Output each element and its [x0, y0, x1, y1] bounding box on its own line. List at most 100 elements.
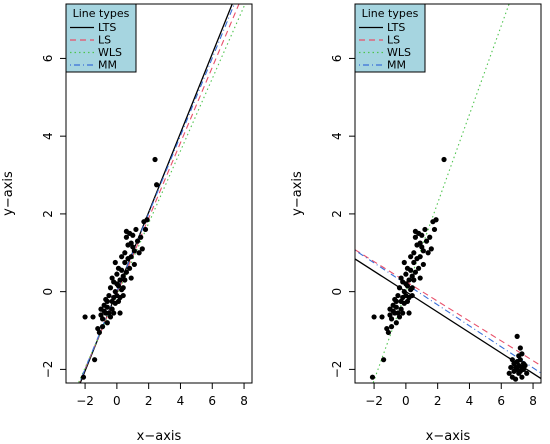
data-point: [122, 277, 128, 283]
legend-title: Line types: [73, 7, 130, 20]
data-point: [419, 232, 425, 238]
data-point: [120, 273, 126, 279]
data-point: [106, 310, 112, 316]
data-point: [417, 240, 423, 246]
data-point: [395, 310, 401, 316]
legend-entry-mm: MM: [98, 59, 117, 72]
regression-line-ls: [355, 249, 541, 367]
data-points: [369, 156, 530, 382]
data-points: [80, 156, 160, 380]
data-point: [398, 306, 404, 312]
data-point: [92, 357, 98, 363]
legend-entry-lts: LTS: [387, 21, 405, 34]
data-point: [106, 292, 112, 299]
data-point: [506, 370, 512, 376]
data-point: [107, 314, 114, 320]
data-point: [427, 234, 433, 240]
legend-title: Line types: [362, 7, 419, 20]
data-point: [400, 310, 406, 316]
data-point: [139, 246, 145, 252]
y-tick-label: 4: [330, 132, 344, 140]
data-point: [111, 310, 117, 316]
data-point: [152, 156, 158, 163]
x-tick-label: 6: [497, 394, 505, 408]
data-point: [411, 259, 417, 266]
data-point: [408, 267, 414, 273]
data-point: [393, 304, 399, 310]
data-point: [422, 226, 428, 233]
x-tick-label: 4: [177, 394, 185, 408]
chart-panel-2: −2 0 2 4 6 8 −2 0 2 4 6 x−axis y−axis Line typesLTSLS…: [290, 3, 542, 444]
data-point: [128, 254, 134, 260]
y-tick-label: −2: [41, 361, 55, 379]
data-point: [512, 376, 519, 382]
data-point: [517, 357, 523, 363]
data-point: [142, 226, 149, 233]
data-point: [138, 234, 144, 240]
regression-line-wls: [372, 4, 510, 383]
data-point: [385, 329, 391, 336]
data-point: [123, 228, 130, 234]
y-tick-label: 2: [330, 210, 344, 218]
data-point: [419, 244, 425, 250]
y-tick-label: −2: [330, 361, 344, 379]
data-point: [123, 234, 130, 240]
data-point: [412, 228, 419, 234]
data-point: [441, 156, 447, 163]
data-point: [388, 316, 395, 322]
data-point: [104, 320, 110, 326]
data-point: [120, 292, 126, 299]
x-tick-label: 8: [529, 394, 537, 408]
x-tick-label: −2: [365, 394, 383, 408]
data-point: [126, 265, 133, 271]
legend-box: [65, 3, 137, 73]
data-point: [403, 271, 409, 277]
data-point: [104, 304, 110, 310]
x-tick-label: −2: [76, 394, 94, 408]
data-point: [514, 333, 520, 339]
x-tick-label: 0: [402, 394, 410, 408]
data-point: [109, 275, 115, 281]
regression-line-mm: [355, 249, 541, 374]
data-point: [128, 275, 134, 281]
legend-entry-ls: LS: [387, 34, 400, 47]
data-point: [406, 277, 412, 283]
legend-entry-lts: LTS: [98, 21, 116, 34]
data-point: [401, 259, 407, 266]
data-point: [104, 298, 110, 304]
data-point: [433, 217, 439, 223]
regression-line-mm: [78, 4, 235, 383]
data-point: [114, 271, 120, 277]
data-point: [404, 283, 411, 289]
data-point: [369, 374, 376, 380]
data-point: [412, 234, 419, 240]
data-point: [119, 267, 125, 273]
data-point: [409, 273, 415, 279]
plot-frame: [354, 3, 542, 384]
x-axis-label: x−axis: [137, 429, 182, 444]
data-point: [404, 298, 411, 304]
data-point: [99, 316, 106, 322]
data-point: [508, 364, 514, 371]
data-point: [95, 325, 101, 332]
data-point: [520, 366, 527, 372]
data-point: [130, 244, 136, 250]
data-point: [98, 312, 104, 318]
data-point: [120, 285, 126, 291]
data-point: [379, 314, 385, 320]
data-point: [393, 298, 399, 304]
legend-entry-wls: WLS: [387, 46, 411, 59]
legend-box: [354, 3, 426, 73]
plot-frame: [65, 3, 253, 384]
data-point: [396, 285, 403, 291]
data-point: [425, 250, 431, 256]
x-tick-label: 4: [466, 394, 474, 408]
data-point: [99, 324, 106, 330]
regression-lines: [355, 4, 541, 383]
data-point: [96, 329, 102, 336]
y-axis-label: y−axis: [1, 171, 16, 216]
x-tick-label: 6: [208, 394, 216, 408]
data-point: [144, 217, 150, 223]
regression-line-lts: [355, 258, 541, 380]
